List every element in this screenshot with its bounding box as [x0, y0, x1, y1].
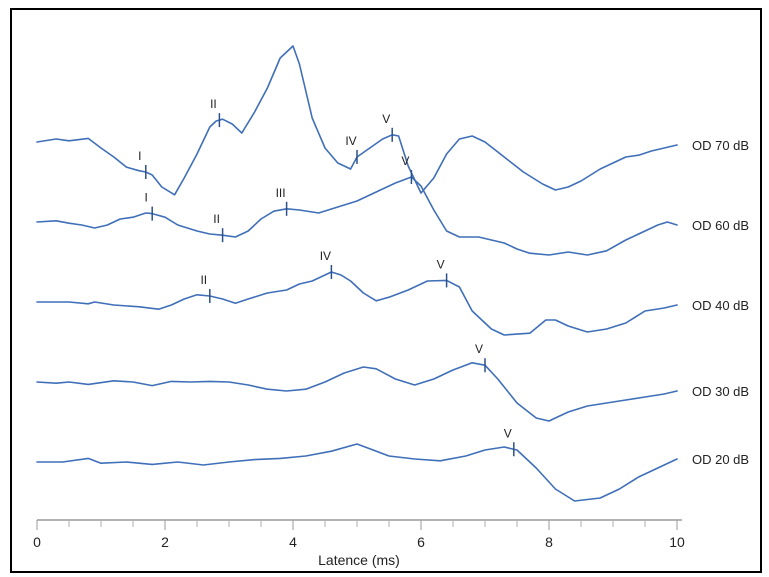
trace-label-od-30-db: OD 30 dB [692, 384, 749, 399]
trace-label-od-40-db: OD 40 dB [692, 298, 749, 313]
peak-label-od-60-db-v: V [401, 154, 409, 168]
peak-label-od-60-db-i: I [145, 191, 148, 205]
x-axis: 0 2 4 6 8 10 Latence (ms) [33, 519, 685, 568]
trace-label-od-60-db: OD 60 dB [692, 218, 749, 233]
x-tick-label-6: 6 [417, 534, 425, 550]
peak-label-od-20-db-v: V [504, 426, 512, 440]
x-tick-label-10: 10 [669, 534, 685, 550]
trace-label-od-20-db: OD 20 dB [692, 452, 749, 467]
peak-label-od-40-db-ii: II [200, 273, 207, 287]
trace-od-30-db [36, 362, 678, 422]
trace-od-70-db [36, 45, 678, 196]
traces-group [36, 45, 678, 502]
trace-od-40-db [36, 271, 678, 336]
x-tick-label-2: 2 [161, 534, 169, 550]
trace-labels-group: OD 70 dB OD 60 dB OD 40 dB OD 30 dB OD 20 dB [692, 138, 749, 467]
x-tick-label-4: 4 [289, 534, 297, 550]
trace-od-60-db [36, 176, 678, 256]
peak-label-od-60-db-iii: III [276, 186, 286, 200]
chart-frame: I II IV V I II III V II IV V V V OD 70 dB OD 60 dB OD … [10, 8, 762, 573]
peak-label-od-70-db-i: I [138, 149, 141, 163]
peak-label-od-70-db-v: V [382, 112, 390, 126]
peak-label-od-60-db-ii: II [213, 212, 220, 226]
peak-label-od-40-db-iv: IV [320, 249, 331, 263]
peak-label-od-30-db-v: V [475, 342, 483, 356]
peak-label-od-70-db-ii: II [210, 97, 217, 111]
trace-od-20-db [36, 443, 678, 502]
x-tick-label-8: 8 [545, 534, 553, 550]
peak-label-od-40-db-v: V [437, 257, 445, 271]
x-axis-ticks: 0 2 4 6 8 10 [33, 520, 685, 550]
x-tick-label-0: 0 [33, 534, 41, 550]
peak-label-od-70-db-iv: IV [345, 134, 356, 148]
trace-label-od-70-db: OD 70 dB [692, 138, 749, 153]
x-axis-title: Latence (ms) [318, 552, 400, 568]
